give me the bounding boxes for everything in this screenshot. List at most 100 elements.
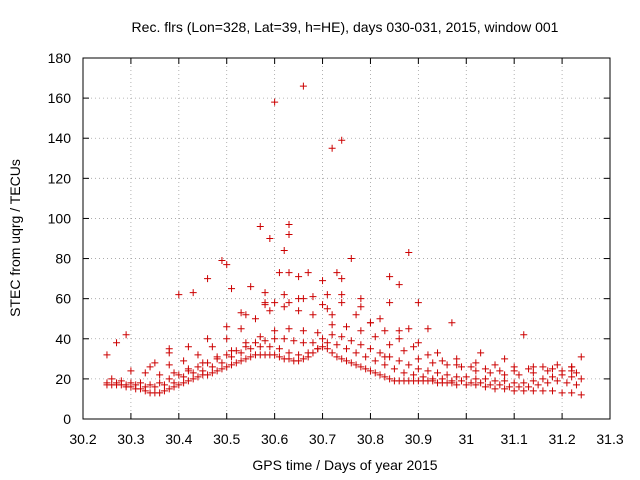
data-point (180, 379, 188, 387)
data-point (237, 325, 245, 333)
data-point (343, 323, 350, 331)
data-point (457, 363, 465, 371)
data-point (323, 305, 331, 313)
data-point (472, 359, 480, 367)
data-point (194, 351, 202, 359)
data-point (544, 379, 552, 387)
data-point (237, 357, 245, 365)
data-point (338, 275, 346, 283)
data-point (189, 375, 197, 383)
data-point (448, 377, 456, 385)
data-point (577, 375, 585, 383)
data-point (208, 343, 216, 351)
data-point (266, 235, 274, 242)
data-point (228, 285, 236, 293)
data-point (424, 351, 432, 359)
data-point (299, 82, 307, 90)
x-tick-label: 30.4 (165, 431, 192, 447)
data-point (113, 339, 121, 347)
data-point (108, 375, 116, 383)
data-point (242, 339, 250, 347)
data-point (228, 353, 236, 361)
data-point (414, 339, 422, 347)
data-point (347, 255, 355, 263)
data-point (414, 299, 422, 307)
data-point (410, 371, 418, 379)
data-point (529, 369, 537, 377)
data-point (429, 375, 437, 383)
data-point (477, 379, 485, 387)
data-point (491, 361, 499, 369)
data-point (414, 355, 422, 363)
data-points (103, 82, 585, 399)
y-tick-label: 20 (55, 371, 71, 387)
data-point (405, 361, 413, 369)
data-point (295, 307, 303, 315)
data-point (520, 331, 528, 339)
data-point (208, 369, 216, 377)
data-point (146, 381, 154, 389)
data-point (553, 377, 561, 385)
data-point (549, 365, 557, 373)
data-point (529, 387, 537, 395)
data-point (319, 301, 327, 309)
data-point (299, 339, 307, 347)
x-tick-label: 30.5 (213, 431, 240, 447)
data-point (141, 369, 149, 377)
x-tick-label: 30.8 (357, 431, 384, 447)
data-point (549, 373, 557, 381)
data-point (309, 293, 317, 301)
data-point (271, 98, 279, 106)
axis-ticks (82, 57, 611, 420)
data-point (395, 357, 403, 365)
data-point (481, 375, 489, 383)
y-tick-label: 120 (48, 170, 72, 186)
data-point (357, 327, 365, 335)
data-point (199, 359, 207, 367)
data-point (175, 381, 183, 389)
data-point (127, 379, 135, 387)
data-point (261, 337, 269, 345)
data-point (314, 345, 322, 353)
data-point (534, 381, 542, 389)
data-point (180, 357, 188, 365)
data-point (285, 355, 293, 363)
data-point (544, 367, 552, 375)
data-point (280, 291, 288, 299)
x-tick-label: 30.3 (117, 431, 144, 447)
data-point (208, 363, 216, 371)
data-point (501, 355, 509, 363)
y-tick-label: 140 (48, 130, 72, 146)
data-point (189, 289, 197, 297)
data-point (491, 385, 499, 393)
data-point (333, 341, 341, 349)
data-point (156, 379, 164, 387)
data-point (438, 357, 446, 365)
data-point (481, 365, 489, 373)
data-point (343, 357, 350, 365)
y-tick-label: 0 (63, 411, 71, 427)
data-point (357, 295, 365, 303)
data-point (323, 339, 331, 347)
data-point (347, 337, 355, 345)
data-point (328, 311, 336, 319)
data-point (525, 383, 533, 391)
data-point (366, 367, 374, 375)
data-point (113, 379, 121, 387)
x-tick-labels: 30.2 30.3 30.4 30.5 30.6 30.7 30.8 30.9 31 31.1 31… (69, 431, 623, 447)
data-point (352, 361, 360, 369)
data-point (338, 333, 346, 341)
y-tick-label: 40 (55, 331, 71, 347)
data-point (457, 377, 465, 385)
data-point (141, 383, 149, 391)
data-point (410, 343, 418, 351)
data-point (251, 339, 259, 347)
data-point (472, 367, 480, 375)
data-point (381, 327, 389, 335)
data-point (280, 303, 288, 311)
data-point (285, 269, 293, 277)
data-point (395, 335, 403, 343)
data-point (299, 327, 307, 335)
data-point (477, 349, 485, 357)
